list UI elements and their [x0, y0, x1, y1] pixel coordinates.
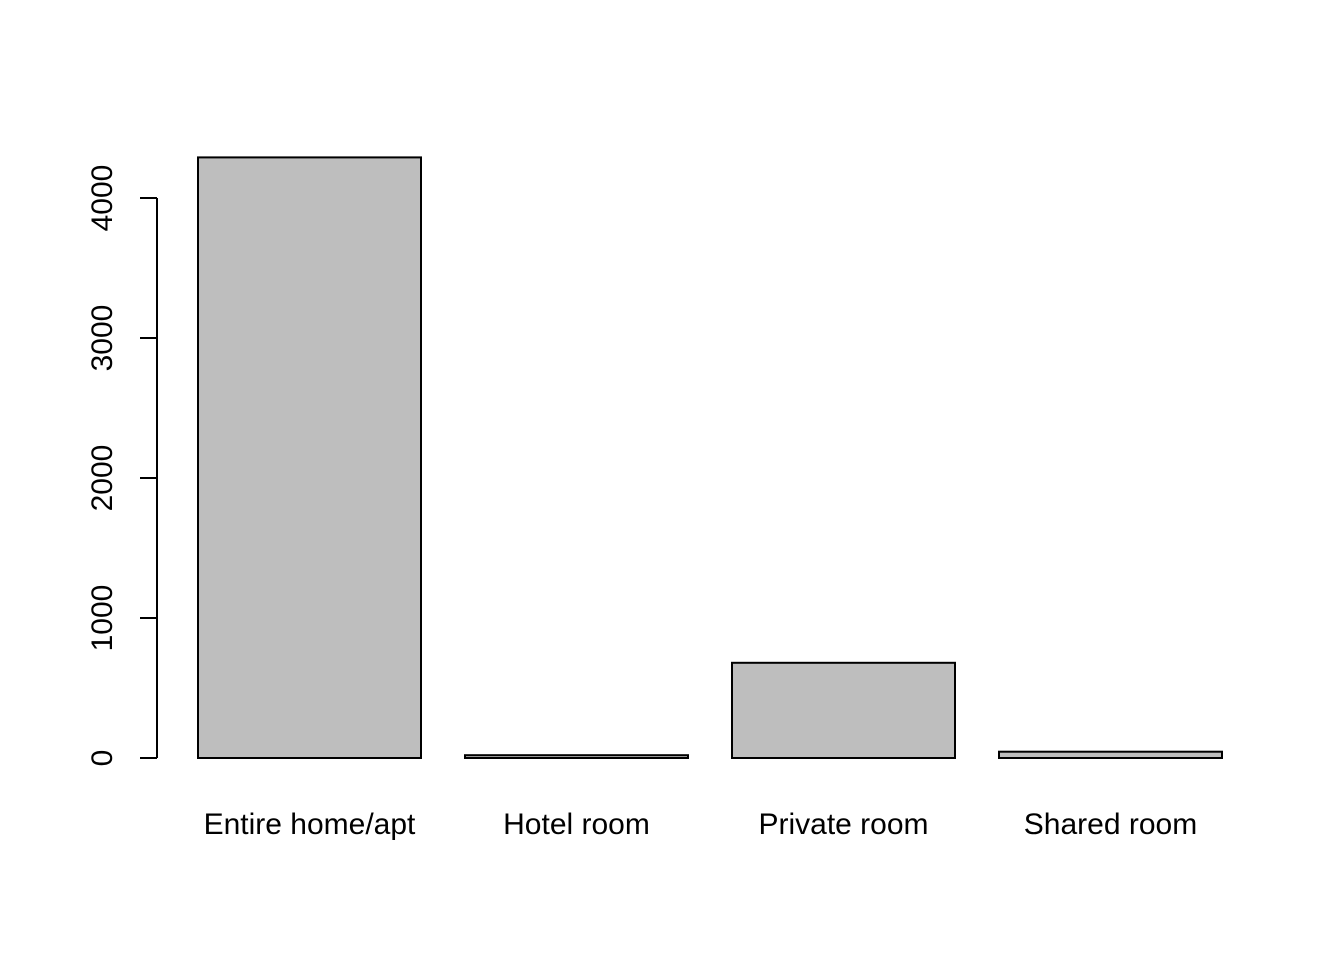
- x-category-label: Shared room: [1024, 808, 1197, 841]
- x-axis-labels: Entire home/apt Hotel room Private room Sha…: [204, 808, 1198, 841]
- bar-entire-home-apt: [197, 156, 422, 759]
- x-category-label: Entire home/apt: [204, 808, 416, 841]
- y-tick-label: 1000: [86, 585, 119, 652]
- bars-group: [197, 156, 1223, 760]
- bar-hotel-room: [464, 754, 689, 760]
- y-tick-label: 0: [86, 750, 119, 767]
- y-tick-label: 2000: [86, 445, 119, 512]
- y-tick-label: 3000: [86, 305, 119, 372]
- x-category-label: Private room: [758, 808, 928, 841]
- y-tick-label: 4000: [86, 165, 119, 232]
- bar-shared-room: [998, 750, 1223, 760]
- x-category-label: Hotel room: [503, 808, 650, 841]
- bar-private-room: [731, 661, 956, 759]
- y-axis: 0 1000 2000 3000 4000: [86, 165, 158, 767]
